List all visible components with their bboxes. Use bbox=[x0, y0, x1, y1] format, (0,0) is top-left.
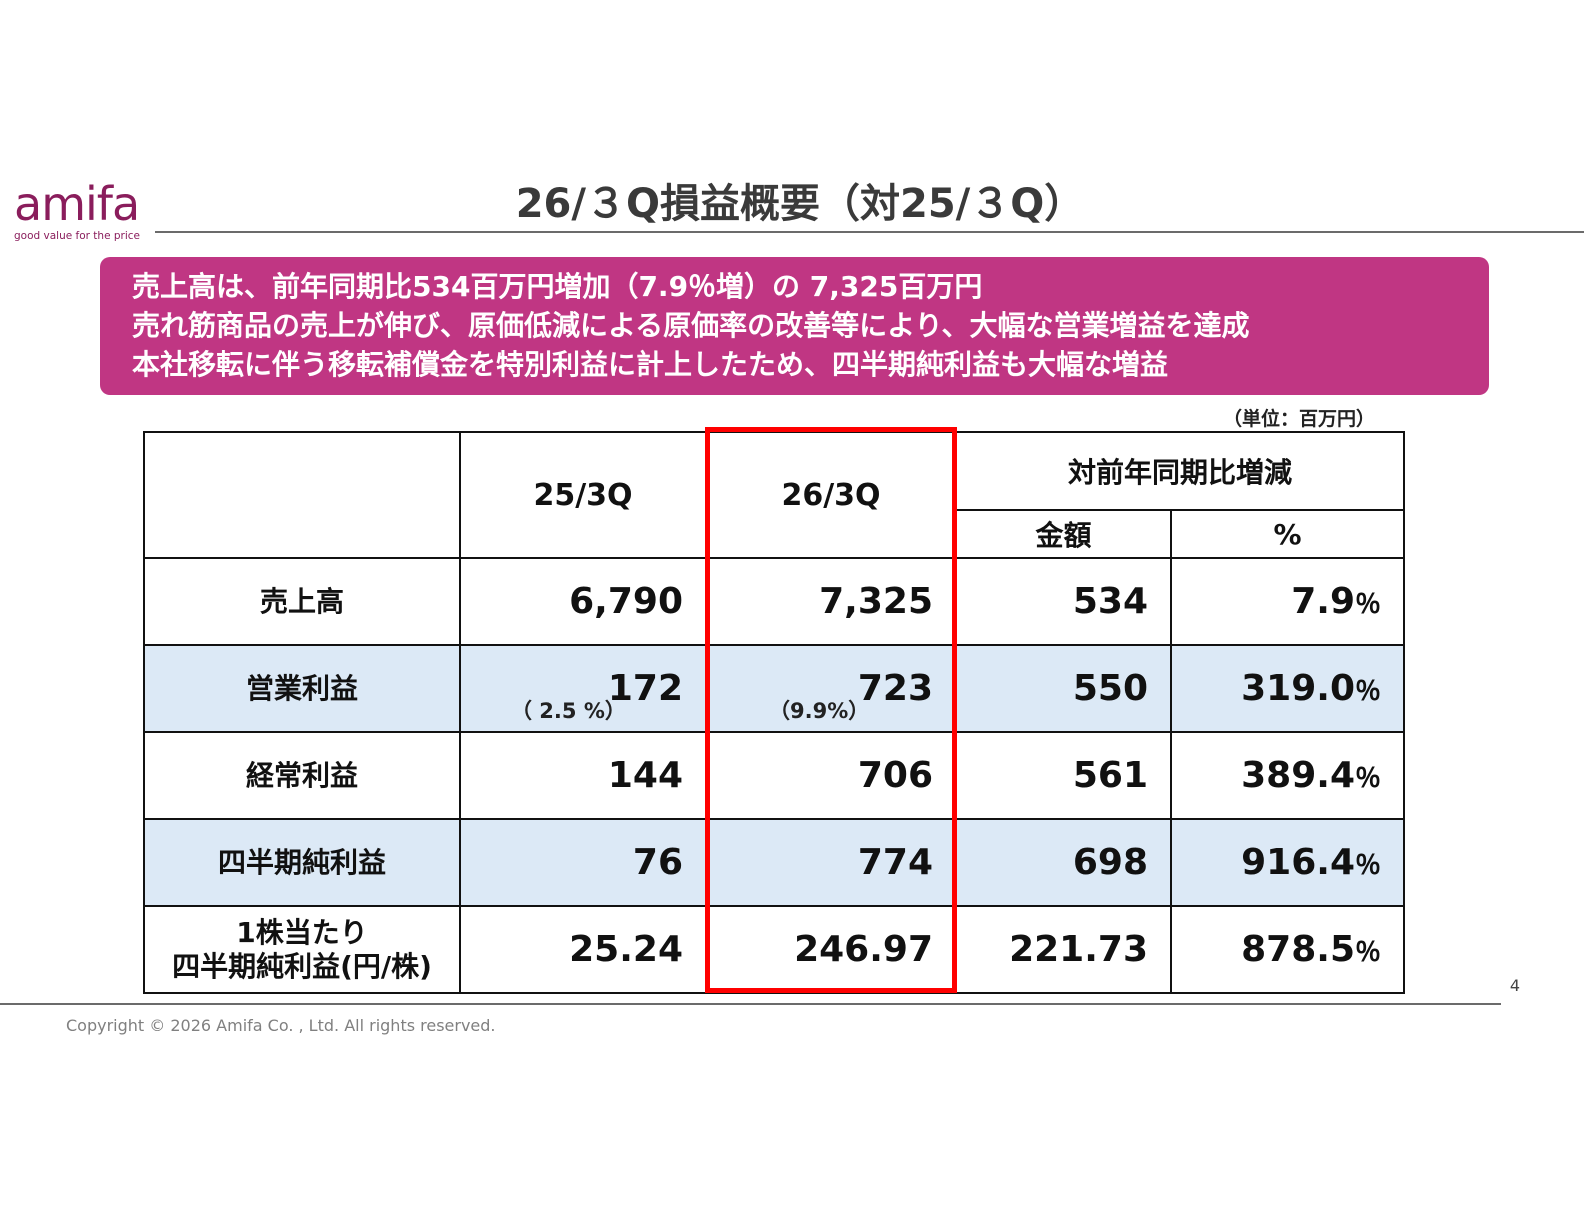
curr-value: 706 bbox=[705, 731, 957, 820]
title-divider bbox=[155, 231, 1584, 233]
prev-margin-note: （ 2.5 %） bbox=[511, 699, 626, 723]
summary-line-3: 本社移転に伴う移転補償金を特別利益に計上したため、四半期純利益も大幅な増益 bbox=[132, 348, 1169, 381]
change-percent: 319.0％ bbox=[1169, 644, 1406, 733]
percent-sign: ％ bbox=[1355, 677, 1382, 707]
curr-value: 774 bbox=[705, 818, 957, 907]
curr-value: 723 bbox=[857, 668, 933, 709]
percent-sign: ％ bbox=[1355, 764, 1382, 794]
change-amount: 561 bbox=[955, 731, 1172, 820]
curr-value-cell: （9.9%） 723 bbox=[705, 644, 957, 733]
curr-value: 246.97 bbox=[705, 905, 957, 994]
summary-line-2: 売れ筋商品の売上が伸び、原価低減による原価率の改善等により、大幅な営業増益を達成 bbox=[132, 309, 1250, 342]
page-number: 4 bbox=[1509, 976, 1520, 995]
table-subheader-row: 金額 % bbox=[144, 509, 1406, 559]
summary-line-1: 売上高は、前年同期比534百万円増加（7.9％増）の 7,325百万円 bbox=[132, 270, 983, 303]
summary-banner: 売上高は、前年同期比534百万円増加（7.9％増）の 7,325百万円 売れ筋商… bbox=[100, 257, 1489, 395]
percent-value: 878.5 bbox=[1241, 929, 1355, 970]
change-amount: 698 bbox=[955, 818, 1172, 907]
row-label: 売上高 bbox=[143, 557, 461, 646]
row-label-line-1: 1株当たり bbox=[236, 915, 368, 949]
percent-sign: ％ bbox=[1355, 938, 1382, 968]
logo-wordmark: amifa bbox=[14, 177, 140, 231]
company-logo: amifa good value for the price bbox=[14, 180, 164, 242]
footer-divider bbox=[0, 1003, 1501, 1005]
logo-tagline: good value for the price bbox=[14, 230, 141, 242]
change-amount: 221.73 bbox=[955, 905, 1172, 994]
row-label: 経常利益 bbox=[143, 731, 461, 820]
header-empty-cell bbox=[143, 431, 461, 559]
table-row-net-sales: 売上高 6,790 7,325 534 7.9％ bbox=[143, 557, 1406, 646]
table-row-net-income: 四半期純利益 76 774 698 916.4％ bbox=[143, 818, 1406, 907]
row-label: 1株当たり 四半期純利益(円/株) bbox=[143, 905, 461, 994]
change-percent: 916.4％ bbox=[1169, 818, 1406, 907]
header-amount: 金額 bbox=[955, 509, 1172, 559]
curr-margin-note: （9.9%） bbox=[769, 699, 870, 723]
change-percent: 7.9％ bbox=[1169, 557, 1406, 646]
row-label-line-2: 四半期純利益(円/株) bbox=[172, 949, 432, 983]
table-header-row: 25/3Q 26/3Q 対前年同期比増減 bbox=[143, 431, 1406, 559]
percent-value: 389.4 bbox=[1241, 755, 1355, 796]
copyright-notice: Copyright © 2026 Amifa Co. , Ltd. All ri… bbox=[66, 1016, 496, 1035]
prev-value: 144 bbox=[459, 731, 707, 820]
change-percent: 878.5％ bbox=[1169, 905, 1406, 994]
table-row-operating-profit: 営業利益 （ 2.5 %） 172 （9.9%） 723 550 319.0％ bbox=[143, 644, 1406, 733]
unit-note: （単位：百万円） bbox=[1222, 408, 1375, 430]
page-title: 26/３Q損益概要（対25/３Q） bbox=[515, 181, 1085, 227]
row-label: 四半期純利益 bbox=[143, 818, 461, 907]
prev-value: 25.24 bbox=[459, 905, 707, 994]
row-label: 営業利益 bbox=[143, 644, 461, 733]
curr-value: 7,325 bbox=[705, 557, 957, 646]
header-curr-period: 26/3Q bbox=[705, 431, 957, 559]
change-amount: 550 bbox=[955, 644, 1172, 733]
prev-value-cell: （ 2.5 %） 172 bbox=[459, 644, 707, 733]
prev-value: 6,790 bbox=[459, 557, 707, 646]
header-yoy-change: 対前年同期比増減 bbox=[954, 431, 1406, 511]
change-percent: 389.4％ bbox=[1169, 731, 1406, 820]
prev-value: 172 bbox=[607, 668, 683, 709]
change-amount: 534 bbox=[955, 557, 1172, 646]
percent-value: 7.9 bbox=[1291, 581, 1355, 622]
income-summary-table: 25/3Q 26/3Q 対前年同期比増減 金額 % 売上高 6,790 7,32… bbox=[143, 431, 1406, 994]
header-prev-period: 25/3Q bbox=[459, 431, 707, 559]
table-row-eps: 1株当たり 四半期純利益(円/株) 25.24 246.97 221.73 87… bbox=[143, 905, 1406, 994]
percent-sign: ％ bbox=[1355, 590, 1382, 620]
percent-sign: ％ bbox=[1355, 851, 1382, 881]
prev-value: 76 bbox=[459, 818, 707, 907]
percent-value: 916.4 bbox=[1241, 842, 1355, 883]
percent-value: 319.0 bbox=[1241, 668, 1355, 709]
header-percent: % bbox=[1169, 509, 1406, 559]
table-row-ordinary-profit: 経常利益 144 706 561 389.4％ bbox=[143, 731, 1406, 820]
